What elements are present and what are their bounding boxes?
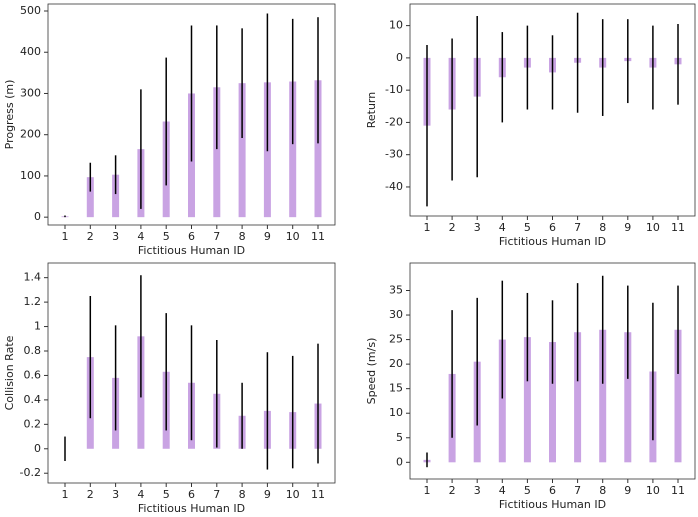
- bar: [674, 329, 682, 463]
- x-tick-label: 6: [549, 484, 556, 497]
- x-tick-label: 1: [424, 221, 431, 234]
- x-axis-label: Fictitious Human ID: [138, 244, 245, 257]
- x-tick-label: 10: [646, 484, 660, 497]
- x-tick-label: 11: [671, 221, 685, 234]
- y-tick-label: 20: [389, 357, 403, 370]
- axes-frame: [47, 262, 336, 484]
- x-tick-label: 9: [624, 484, 631, 497]
- y-tick-label: -30: [385, 148, 403, 161]
- y-tick-label: 5: [396, 431, 403, 444]
- x-tick-label: 8: [599, 221, 606, 234]
- y-tick-label: 10: [389, 19, 403, 32]
- y-tick-label: 0: [34, 442, 41, 455]
- x-tick-label: 3: [112, 488, 119, 501]
- x-tick-label: 10: [646, 221, 660, 234]
- y-tick-label: -0.2: [20, 466, 41, 479]
- y-tick-label: 0: [34, 210, 41, 223]
- x-tick-label: 4: [499, 221, 506, 234]
- y-tick-label: 10: [389, 406, 403, 419]
- x-tick-label: 1: [62, 230, 69, 243]
- x-tick-label: 3: [474, 221, 481, 234]
- x-tick-label: 6: [188, 488, 195, 501]
- y-tick-label: 200: [20, 128, 41, 141]
- x-tick-label: 8: [599, 484, 606, 497]
- x-tick-label: 10: [286, 230, 300, 243]
- y-tick-label: -10: [385, 83, 403, 96]
- bar: [599, 329, 607, 463]
- x-tick-label: 2: [449, 484, 456, 497]
- y-tick-label: 0.6: [24, 368, 42, 381]
- bar: [574, 332, 582, 463]
- x-tick-label: 11: [311, 488, 325, 501]
- y-tick-label: 0: [396, 455, 403, 468]
- y-tick-label: 30: [389, 308, 403, 321]
- x-tick-label: 7: [213, 488, 220, 501]
- axes-frame: [409, 3, 696, 217]
- bar: [289, 81, 297, 218]
- x-tick-label: 6: [549, 221, 556, 234]
- bar: [498, 339, 506, 463]
- x-tick-label: 4: [137, 488, 144, 501]
- y-axis-label: Return: [365, 92, 378, 129]
- x-tick-label: 8: [239, 488, 246, 501]
- y-tick-label: 1.2: [24, 295, 42, 308]
- x-tick-label: 9: [264, 488, 271, 501]
- x-tick-label: 7: [213, 230, 220, 243]
- bar: [86, 177, 94, 218]
- x-tick-label: 10: [286, 488, 300, 501]
- y-tick-label: -40: [385, 180, 403, 193]
- x-tick-label: 3: [474, 484, 481, 497]
- y-axis-label: Speed (m/s): [365, 338, 378, 405]
- x-tick-label: 11: [671, 484, 685, 497]
- bar: [238, 83, 246, 218]
- y-tick-label: -20: [385, 115, 403, 128]
- x-axis-label: Fictitious Human ID: [499, 498, 606, 511]
- x-tick-label: 7: [574, 484, 581, 497]
- y-tick-label: 300: [20, 86, 41, 99]
- y-tick-label: 0.8: [24, 344, 42, 357]
- x-tick-label: 9: [624, 221, 631, 234]
- x-tick-label: 7: [574, 221, 581, 234]
- y-tick-label: 35: [389, 283, 403, 296]
- bar: [523, 337, 531, 463]
- x-tick-label: 4: [137, 230, 144, 243]
- y-tick-label: 1: [34, 320, 41, 333]
- y-tick-label: 0.2: [24, 417, 42, 430]
- x-axis-label: Fictitious Human ID: [138, 502, 245, 515]
- x-tick-label: 9: [264, 230, 271, 243]
- x-tick-label: 5: [163, 230, 170, 243]
- x-tick-label: 4: [499, 484, 506, 497]
- x-tick-label: 8: [239, 230, 246, 243]
- y-tick-label: 100: [20, 169, 41, 182]
- x-tick-label: 2: [449, 221, 456, 234]
- x-tick-label: 2: [87, 488, 94, 501]
- x-tick-label: 3: [112, 230, 119, 243]
- y-tick-label: 500: [20, 4, 41, 17]
- axes-frame: [47, 3, 336, 226]
- y-axis-label: Collision Rate: [3, 335, 16, 410]
- x-tick-label: 5: [524, 484, 531, 497]
- x-tick-label: 5: [163, 488, 170, 501]
- bar: [624, 332, 632, 463]
- y-tick-label: 15: [389, 382, 403, 395]
- x-tick-label: 1: [62, 488, 69, 501]
- x-tick-label: 11: [311, 230, 325, 243]
- y-tick-label: 1.4: [24, 271, 42, 284]
- y-tick-label: 400: [20, 45, 41, 58]
- bar: [213, 87, 221, 218]
- y-tick-label: 0.4: [24, 393, 42, 406]
- axes-frame: [409, 262, 696, 480]
- x-axis-label: Fictitious Human ID: [499, 235, 606, 248]
- x-tick-label: 2: [87, 230, 94, 243]
- y-axis-label: Progress (m): [3, 80, 16, 150]
- y-tick-label: 0: [396, 51, 403, 64]
- x-tick-label: 1: [424, 484, 431, 497]
- x-tick-label: 5: [524, 221, 531, 234]
- y-tick-label: 25: [389, 333, 403, 346]
- bar: [112, 174, 120, 218]
- bar: [549, 342, 556, 463]
- x-tick-label: 6: [188, 230, 195, 243]
- bar: [314, 80, 322, 218]
